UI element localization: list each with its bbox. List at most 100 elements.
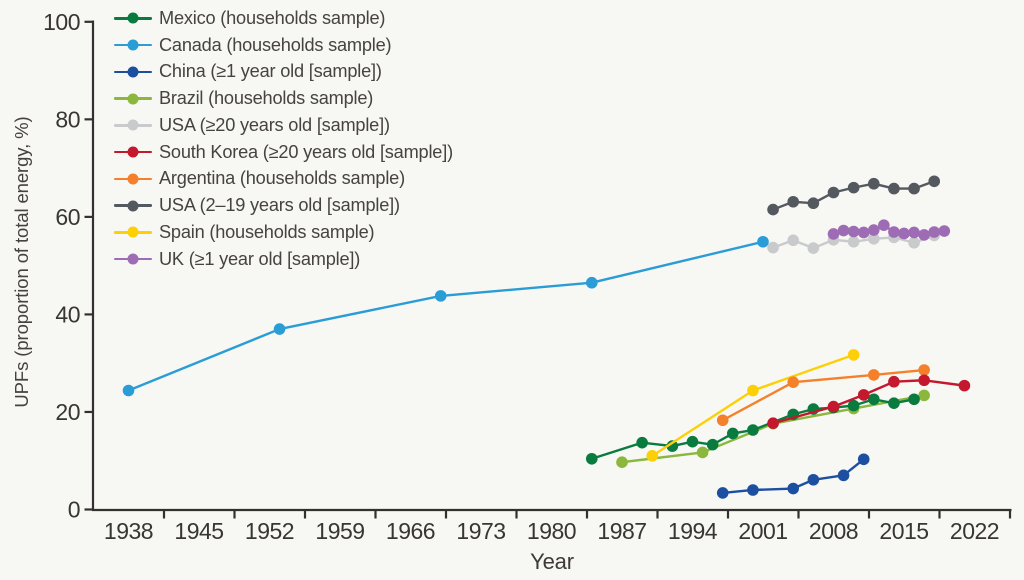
x-tick-label: 1938 — [104, 518, 153, 544]
data-point-usa-youths — [807, 197, 820, 210]
data-point-china — [787, 482, 800, 495]
y-tick-label: 100 — [43, 9, 80, 35]
data-point-uk — [857, 226, 870, 239]
data-point-uk — [938, 225, 951, 237]
data-point-usa-youths — [787, 195, 800, 208]
data-point-mexico — [726, 427, 739, 440]
legend-label: Spain (households sample) — [159, 221, 375, 242]
legend-swatch-line — [114, 119, 152, 131]
legend-swatch-dot — [127, 173, 139, 185]
x-tick-label: 1952 — [245, 518, 294, 544]
y-axis-title: UPFs (proportion of total energy, %) — [11, 116, 32, 408]
series-argentina — [716, 364, 930, 427]
y-tick-label: 60 — [55, 204, 80, 230]
data-point-uk — [847, 225, 860, 238]
data-point-canada — [122, 384, 135, 397]
data-point-south-korea — [827, 400, 840, 413]
legend-item-south-korea: South Korea (≥20 years old [sample]) — [114, 139, 453, 166]
data-point-uk — [888, 226, 900, 238]
data-point-uk — [878, 219, 890, 231]
legend-item-china: China (≥1 year old [sample]) — [114, 59, 453, 86]
data-point-usa-adults — [867, 233, 880, 245]
data-point-argentina — [787, 376, 800, 389]
series-line-argentina — [722, 368, 925, 422]
series-line-spain — [651, 353, 855, 457]
legend-label: USA (2–19 years old [sample]) — [159, 195, 400, 216]
legend-swatch-line — [114, 93, 152, 105]
data-point-south-korea — [918, 374, 930, 387]
data-point-usa-youths — [908, 182, 920, 195]
data-point-spain — [646, 450, 659, 462]
legend-item-canada: Canada (households sample) — [114, 32, 453, 59]
x-tick-label: 2001 — [738, 518, 787, 544]
legend-item-argentina: Argentina (households sample) — [114, 166, 453, 193]
data-point-mexico — [666, 440, 679, 452]
data-point-mexico — [636, 436, 648, 449]
data-point-uk — [837, 224, 850, 237]
legend-swatch-dot — [127, 66, 139, 78]
data-point-mexico — [747, 424, 759, 436]
legend-swatch-line — [114, 200, 152, 212]
data-point-south-korea — [888, 375, 900, 388]
data-point-usa-youths — [827, 186, 840, 199]
legend-swatch-line — [114, 146, 152, 158]
legend-swatch-line — [114, 173, 152, 185]
series-line-south-korea — [772, 379, 965, 425]
legend-swatch-line — [114, 66, 152, 78]
data-point-canada — [434, 290, 447, 302]
legend-swatch-dot — [127, 39, 139, 51]
data-point-china — [857, 453, 870, 466]
data-point-china — [807, 473, 820, 486]
data-point-canada — [273, 323, 286, 335]
data-point-south-korea — [958, 379, 971, 392]
data-point-usa-youths — [847, 181, 860, 194]
data-point-china — [716, 487, 729, 499]
data-point-canada — [757, 235, 769, 248]
series-south-korea — [767, 374, 971, 429]
data-point-argentina — [716, 414, 729, 427]
data-point-mexico — [867, 393, 880, 406]
x-tick-label: 1987 — [597, 518, 646, 544]
data-point-china — [747, 484, 759, 496]
data-point-uk — [867, 224, 880, 236]
data-point-usa-youths — [888, 182, 900, 195]
legend-item-uk: UK (≥1 year old [sample]) — [114, 246, 453, 273]
legend-swatch-dot — [127, 146, 139, 158]
x-tick-label: 2015 — [879, 518, 928, 544]
x-tick-label: 1973 — [456, 518, 505, 544]
data-point-brazil — [918, 389, 930, 402]
legend-item-usa-adults: USA (≥20 years old [sample]) — [114, 112, 453, 139]
x-tick-label: 1959 — [315, 518, 364, 544]
data-point-south-korea — [857, 389, 870, 401]
data-point-usa-adults — [767, 241, 779, 254]
legend-label: Mexico (households sample) — [159, 7, 386, 28]
data-point-usa-adults — [787, 234, 800, 247]
data-point-argentina — [867, 369, 880, 381]
series-china — [716, 453, 870, 499]
legend-label: USA (≥20 years old [sample]) — [159, 114, 390, 135]
y-tick-label: 20 — [55, 399, 80, 425]
data-point-mexico — [908, 393, 920, 406]
legend-item-usa-youths: USA (2–19 years old [sample]) — [114, 192, 453, 219]
data-point-usa-youths — [928, 175, 941, 188]
legend-swatch-dot — [127, 253, 139, 265]
data-point-mexico — [686, 435, 699, 448]
x-tick-label: 1980 — [527, 518, 576, 544]
legend-swatch-dot — [127, 119, 139, 131]
data-point-usa-adults — [807, 242, 820, 254]
legend-label: Argentina (households sample) — [159, 168, 405, 189]
data-point-south-korea — [767, 417, 779, 429]
legend-swatch-line — [114, 12, 152, 24]
y-tick-label: 80 — [55, 106, 80, 132]
data-point-mexico — [847, 399, 860, 412]
series-spain — [646, 349, 860, 462]
legend-item-brazil: Brazil (households sample) — [114, 85, 453, 112]
data-point-mexico — [888, 397, 900, 409]
data-point-mexico — [585, 452, 598, 465]
legend-item-spain: Spain (households sample) — [114, 219, 453, 246]
legend-label: Canada (households sample) — [159, 34, 392, 55]
data-point-usa-youths — [867, 177, 880, 190]
x-axis-title: Year — [530, 549, 574, 574]
series-canada — [122, 235, 769, 397]
